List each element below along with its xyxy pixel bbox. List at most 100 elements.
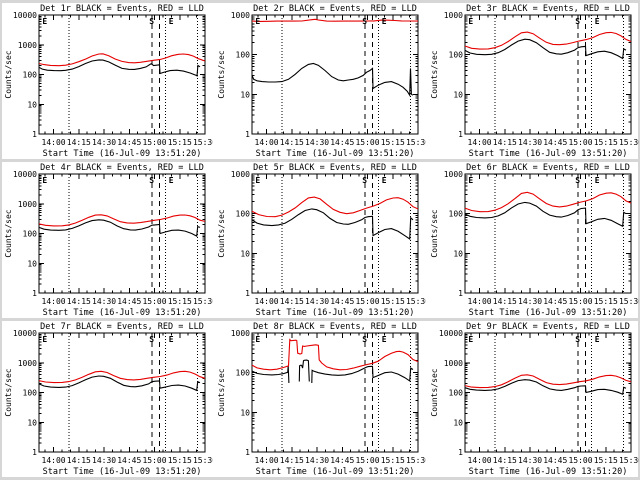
- y-tick-label: 10: [240, 249, 250, 258]
- x-tick-label: 15:15: [168, 456, 192, 465]
- plot-canvas: 1 10 100 1000 E S E Det 2r BLACK = Events, RED …: [217, 4, 426, 159]
- x-tick-label: 14:15: [67, 456, 91, 465]
- panel-title: Det 5r BLACK = Events, RED = LLD: [253, 163, 417, 173]
- x-tick-label: 14:45: [117, 456, 141, 465]
- y-axis-label: Counts/sec: [430, 50, 439, 98]
- x-tick-label: 14:00: [255, 456, 279, 465]
- flag-letter-e: E: [382, 335, 387, 344]
- x-tick-label: 15:00: [142, 456, 166, 465]
- x-tick-label: 15:30: [406, 297, 426, 306]
- flag-letter-e: E: [42, 176, 47, 185]
- x-tick-label: 14:30: [92, 138, 116, 147]
- axis-ticks: [39, 332, 206, 453]
- plot-row-2: 1 10 100 1000 10000 E S E Det 4r BLACK = Events,…: [2, 162, 639, 318]
- y-tick-label: 1000: [18, 41, 37, 50]
- plot-canvas: 1 10 100 1000 E S E Det 8r BLACK = Events, RED …: [217, 322, 426, 477]
- x-tick-label: 14:00: [468, 456, 492, 465]
- plot-frame: [251, 14, 419, 135]
- x-tick-label: 14:30: [305, 297, 329, 306]
- flag-letter-s: S: [575, 335, 580, 344]
- lld-series: [251, 196, 419, 218]
- x-tick-label: 14:30: [305, 138, 329, 147]
- y-tick-label: 1: [32, 130, 37, 139]
- flag-letter-s: S: [149, 335, 154, 344]
- x-tick-label: 15:30: [619, 138, 639, 147]
- x-tick-label: 14:30: [92, 456, 116, 465]
- x-tick-label: 14:00: [42, 456, 66, 465]
- y-tick-label: 1000: [18, 359, 37, 368]
- x-tick-label: 15:15: [594, 297, 618, 306]
- flag-letter-e: E: [42, 335, 47, 344]
- flag-letter-e: E: [255, 17, 260, 26]
- panel-title: Det 7r BLACK = Events, RED = LLD: [40, 322, 204, 332]
- y-tick-label: 1: [245, 289, 250, 298]
- x-tick-label: 15:00: [568, 297, 592, 306]
- x-tick-label: 15:00: [355, 297, 379, 306]
- detector-panel-det-9r: 1 10 100 1000 10000 E S E Det 9r BLACK = Events,…: [428, 321, 639, 477]
- lld-series: [251, 338, 419, 371]
- y-tick-label: 10000: [439, 329, 463, 338]
- plot-frame: [251, 173, 419, 294]
- flag-letter-e: E: [468, 176, 473, 185]
- events-series: [38, 219, 201, 237]
- y-axis-label: Counts/sec: [430, 209, 439, 257]
- y-tick-label: 1: [458, 130, 463, 139]
- detector-panel-det-3r: 1 10 100 1000 E S E Det 3r BLACK = Events, RED …: [428, 3, 639, 159]
- x-tick-label: 14:30: [305, 456, 329, 465]
- lld-series: [464, 374, 632, 389]
- panel-title: Det 8r BLACK = Events, RED = LLD: [253, 322, 417, 332]
- flag-letter-e: E: [42, 17, 47, 26]
- x-tick-label: 14:15: [493, 138, 517, 147]
- x-tick-label: 14:15: [67, 138, 91, 147]
- detector-panel-det-8r: 1 10 100 1000 E S E Det 8r BLACK = Events, RED …: [215, 321, 426, 477]
- x-tick-label: 14:15: [280, 138, 304, 147]
- events-series: [38, 375, 201, 392]
- x-tick-label: 15:30: [619, 456, 639, 465]
- plot-row-1: 1 10 100 1000 10000 E S E Det 1r BLACK = Events,…: [2, 3, 639, 159]
- x-tick-label: 15:00: [142, 297, 166, 306]
- x-tick-label: 15:15: [168, 138, 192, 147]
- x-tick-label: 14:45: [117, 297, 141, 306]
- y-tick-label: 1: [245, 448, 250, 457]
- y-axis-label: Counts/sec: [217, 368, 226, 416]
- y-tick-label: 10: [453, 249, 463, 258]
- events-series: [38, 59, 201, 77]
- lld-series: [464, 31, 632, 50]
- plot-row-3: 1 10 100 1000 10000 E S E Det 7r BLACK = Events,…: [2, 321, 639, 477]
- panel-title: Det 3r BLACK = Events, RED = LLD: [466, 4, 630, 14]
- x-axis-label: Start Time (16-Jul-09 13:51:20): [256, 149, 415, 159]
- y-tick-label: 100: [23, 389, 38, 398]
- y-tick-label: 1: [458, 289, 463, 298]
- x-axis-label: Start Time (16-Jul-09 13:51:20): [256, 467, 415, 477]
- x-tick-label: 15:30: [406, 138, 426, 147]
- y-tick-label: 1000: [231, 170, 250, 179]
- flag-letter-s: S: [575, 17, 580, 26]
- x-tick-label: 14:45: [543, 456, 567, 465]
- x-axis-label: Start Time (16-Jul-09 13:51:20): [469, 308, 628, 318]
- plot-frame: [464, 14, 632, 135]
- x-tick-label: 14:45: [330, 297, 354, 306]
- x-tick-label: 14:00: [255, 297, 279, 306]
- x-tick-label: 15:00: [355, 456, 379, 465]
- x-tick-label: 14:15: [67, 297, 91, 306]
- plot-frame: [38, 332, 206, 453]
- x-tick-label: 14:45: [117, 138, 141, 147]
- x-tick-label: 15:15: [381, 138, 405, 147]
- flag-letter-s: S: [149, 176, 154, 185]
- x-tick-label: 14:30: [518, 456, 542, 465]
- y-tick-label: 10000: [13, 170, 37, 179]
- x-tick-label: 15:00: [568, 456, 592, 465]
- x-tick-label: 14:45: [330, 456, 354, 465]
- x-tick-label: 14:00: [468, 297, 492, 306]
- flag-letter-s: S: [362, 17, 367, 26]
- events-series: [251, 359, 414, 384]
- axis-ticks: [252, 332, 419, 453]
- y-tick-label: 10: [27, 100, 37, 109]
- detector-panel-det-2r: 1 10 100 1000 E S E Det 2r BLACK = Events, RED …: [215, 3, 426, 159]
- y-tick-label: 10: [240, 90, 250, 99]
- lld-series: [38, 370, 206, 384]
- y-tick-label: 10: [240, 408, 250, 417]
- lld-series: [464, 191, 632, 213]
- axis-ticks: [465, 173, 632, 294]
- x-axis-label: Start Time (16-Jul-09 13:51:20): [469, 149, 628, 159]
